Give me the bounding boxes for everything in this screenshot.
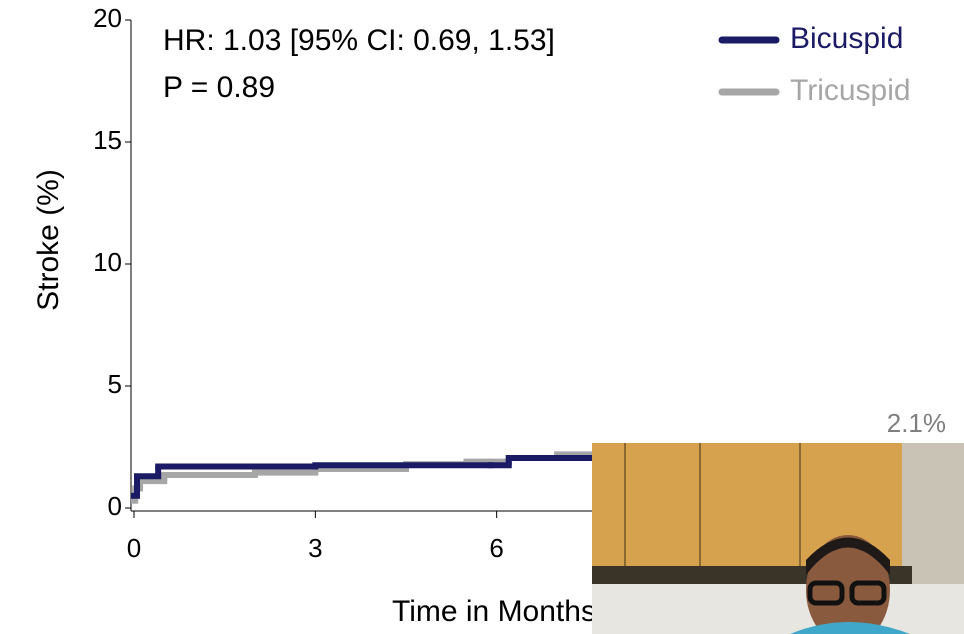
y-tick-label: 5 xyxy=(108,369,122,399)
x-axis-label: Time in Months xyxy=(392,595,596,628)
webcam-overlay xyxy=(592,443,964,634)
y-axis-label: Stroke (%) xyxy=(32,169,65,311)
legend-label: Tricuspid xyxy=(790,74,911,107)
y-tick-label: 20 xyxy=(93,3,122,33)
y-tick-label: 0 xyxy=(108,491,122,521)
annotation: HR: 1.03 [95% CI: 0.69, 1.53] xyxy=(163,24,555,57)
x-tick-label: 6 xyxy=(489,533,503,563)
plot-area: 0 5 10 15 20 0 3 6 Bicuspid Tricuspid xyxy=(93,3,950,563)
legend-label: Bicuspid xyxy=(790,22,903,55)
x-tick-label: 0 xyxy=(127,533,141,563)
annotation: P = 0.89 xyxy=(163,71,275,104)
y-tick-label: 10 xyxy=(93,247,122,277)
x-tick-label: 3 xyxy=(308,533,322,563)
y-tick-label: 15 xyxy=(93,125,122,155)
end-label: 2.1% xyxy=(887,408,946,438)
